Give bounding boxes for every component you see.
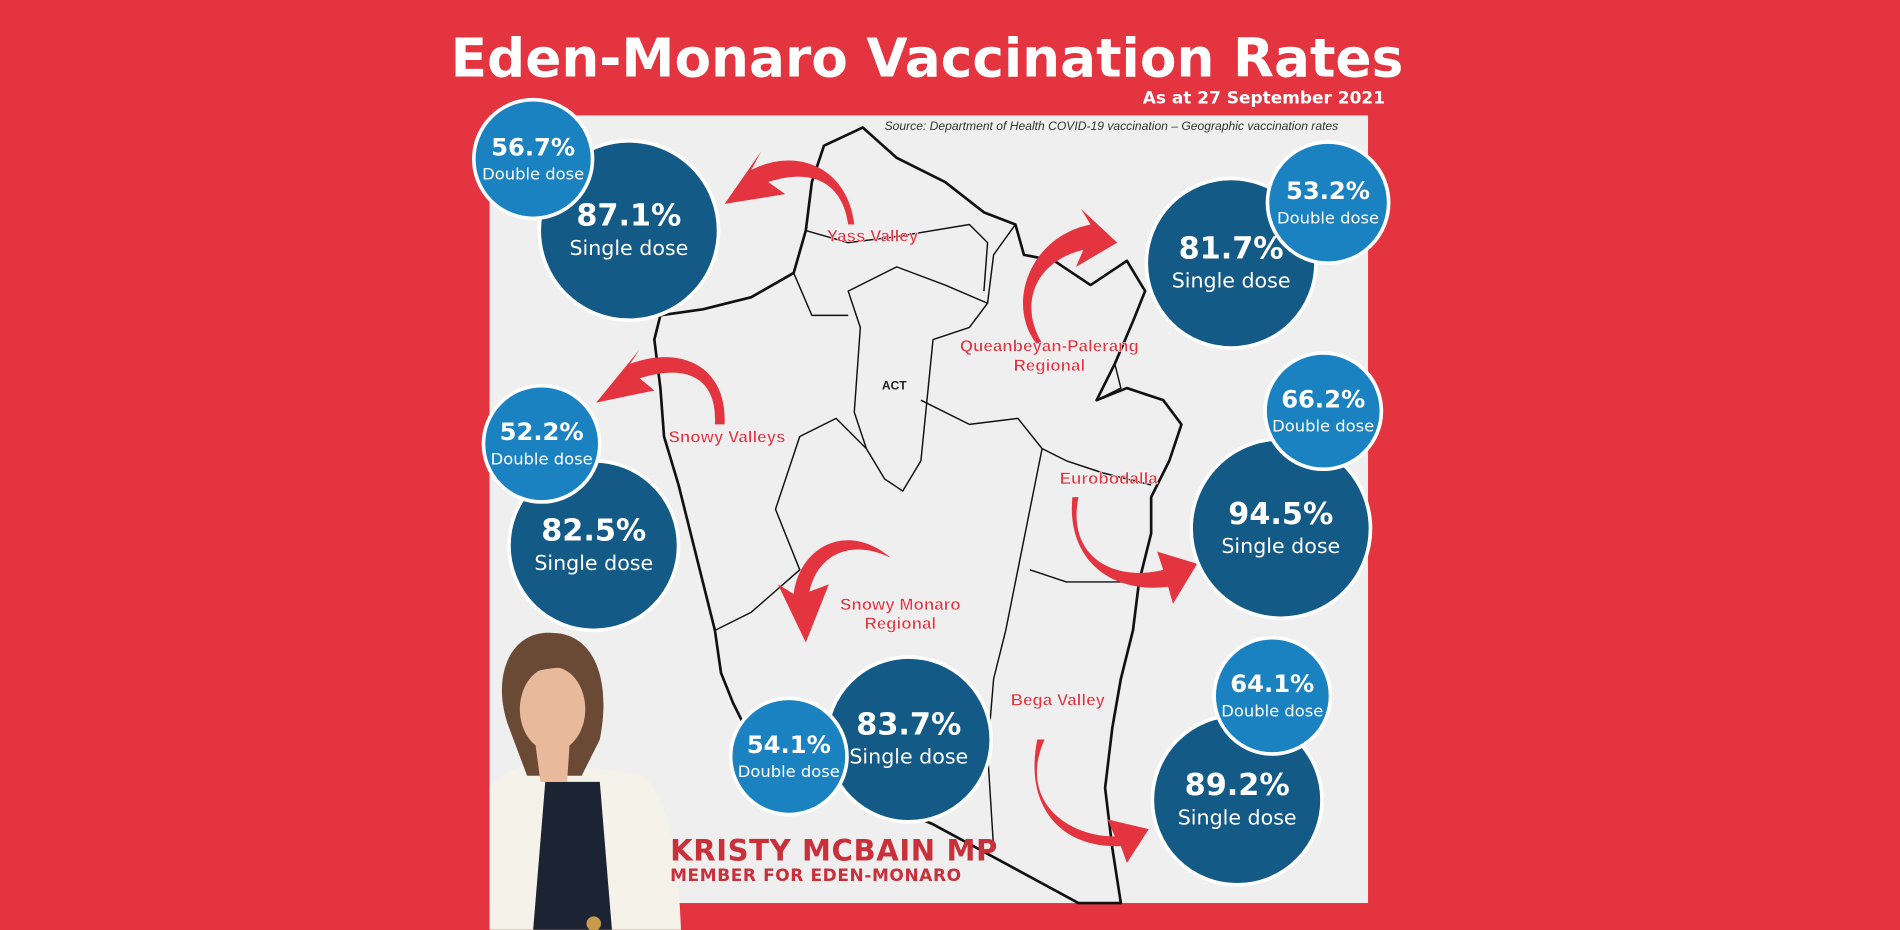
double-dose-label: Double dose: [1272, 417, 1374, 436]
double-dose-value: 64.1%: [1230, 670, 1314, 698]
single-dose-label: Single dose: [849, 745, 968, 769]
single-dose-value: 89.2%: [1185, 768, 1290, 803]
single-dose-value: 83.7%: [856, 708, 961, 743]
region-group: Snowy Valleys 82.5%Single dose 52.2% Double…: [481, 383, 786, 633]
subtitle: As at 27 September 2021: [1143, 87, 1385, 107]
double-dose-circle: [1212, 635, 1333, 756]
region-group: Eurobodalla 94.5%Single dose 66.2% Double d…: [1060, 351, 1384, 621]
region-name: Snowy Valleys: [669, 428, 786, 447]
arrows: [596, 151, 1198, 864]
arrow: [724, 151, 855, 225]
region-group: Yass Valley 87.1%Single dose 56.7% Double d…: [471, 97, 919, 323]
arrow: [1071, 497, 1198, 604]
double-dose-label: Double dose: [1221, 701, 1323, 720]
double-dose-value: 56.7%: [491, 133, 575, 161]
arrow: [1022, 208, 1118, 344]
title: Eden-Monaro Vaccination Rates: [451, 28, 1404, 90]
double-dose-circle: [471, 97, 595, 221]
single-dose-label: Single dose: [1172, 268, 1291, 292]
double-dose-label: Double dose: [482, 165, 584, 184]
act-label: ACT: [882, 378, 907, 392]
region-group: Bega Valley 89.2%Single dose 64.1% Double d…: [1010, 635, 1333, 887]
author-name: KRISTY MCBAIN MP: [670, 834, 998, 868]
single-dose-value: 87.1%: [576, 199, 681, 234]
single-dose-label: Single dose: [1221, 534, 1340, 558]
source-note: Source: Department of Health COVID-19 va…: [885, 119, 1339, 133]
region-name: Bega Valley: [1011, 691, 1106, 710]
map-outline: [653, 126, 1183, 905]
region-name: Snowy Monaro Regional: [840, 595, 961, 633]
double-dose-circle: [1265, 140, 1391, 266]
double-dose-label: Double dose: [491, 449, 593, 468]
arrow: [1034, 739, 1149, 864]
arrow: [777, 540, 891, 643]
double-dose-value: 54.1%: [747, 731, 831, 759]
double-dose-value: 66.2%: [1281, 385, 1365, 413]
author-role: MEMBER FOR EDEN-MONARO: [670, 865, 962, 885]
region-name: Eurobodalla: [1060, 469, 1159, 488]
single-dose-value: 82.5%: [541, 514, 646, 549]
single-dose-label: Single dose: [534, 551, 653, 575]
single-dose-label: Single dose: [1178, 805, 1297, 829]
single-dose-label: Single dose: [569, 236, 688, 260]
double-dose-label: Double dose: [1277, 208, 1379, 227]
portrait: [489, 632, 681, 930]
arrow: [596, 349, 725, 425]
single-dose-value: 94.5%: [1228, 497, 1333, 532]
double-dose-circle: [1263, 351, 1384, 472]
single-dose-value: 81.7%: [1179, 231, 1284, 266]
double-dose-circle: [728, 696, 849, 817]
region-name: Yass Valley: [827, 226, 919, 245]
double-dose-circle: [481, 383, 602, 504]
double-dose-value: 53.2%: [1286, 177, 1370, 205]
double-dose-label: Double dose: [738, 762, 840, 781]
double-dose-value: 52.2%: [500, 418, 584, 446]
region-group: Queanbeyan-Palerang Regional 81.7%Single d…: [960, 140, 1391, 375]
region-name: Queanbeyan-Palerang Regional: [960, 337, 1139, 375]
region-group: Snowy Monaro Regional 83.7%Single dose 54.1…: [728, 595, 994, 824]
